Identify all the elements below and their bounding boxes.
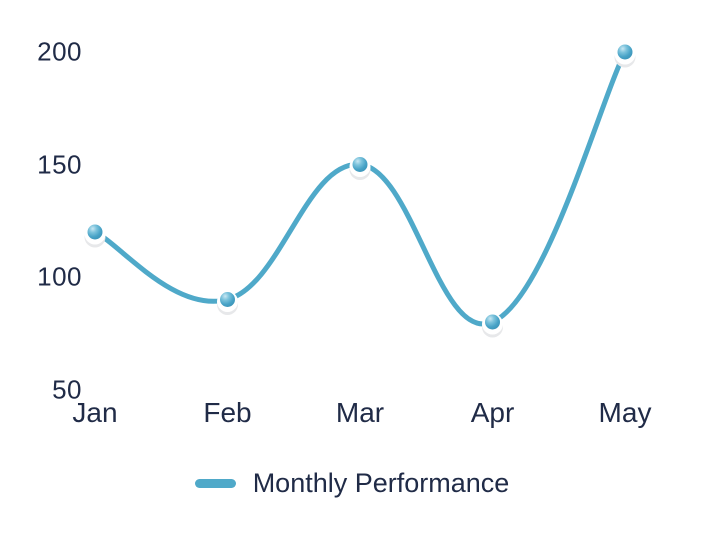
data-point-marker	[614, 43, 636, 68]
legend-line-swatch	[194, 478, 236, 488]
y-tick-label: 100	[37, 261, 82, 292]
x-tick-label: Jan	[72, 397, 118, 428]
x-tick-label: Mar	[335, 397, 385, 428]
legend-label: Monthly Performance	[252, 467, 510, 498]
x-tick-label: May	[598, 397, 652, 428]
y-tick-label: 200	[37, 36, 82, 67]
y-tick-label: 150	[37, 149, 82, 179]
y-tick-label: 50	[52, 374, 82, 404]
x-tick-label: Feb	[203, 397, 252, 428]
data-point-marker	[84, 223, 106, 248]
legend-item[interactable]: Monthly Performance	[0, 467, 704, 498]
data-point-marker	[217, 291, 238, 315]
x-tick-label: Apr	[470, 397, 515, 428]
data-point-marker	[482, 313, 503, 338]
data-point-marker	[349, 156, 371, 180]
